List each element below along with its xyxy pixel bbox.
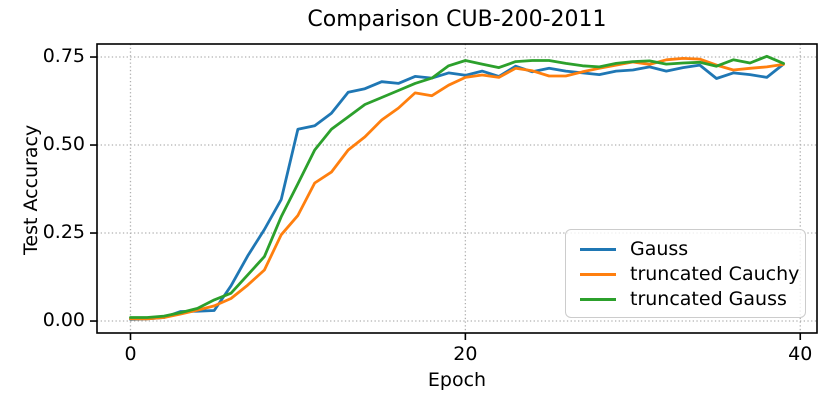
x-tick-label: 0 [124,343,137,365]
legend-label: Gauss [630,238,689,260]
y-tick-label: 0.25 [42,221,85,244]
legend-line-swatch-truncated-gauss [580,297,616,301]
legend-label: truncated Gauss [630,288,787,310]
axes-spines [96,43,818,334]
chart-title: Comparison CUB-200-2011 [307,7,607,32]
x-tick-label: 40 [788,343,813,365]
y-tick-label: 0.75 [42,45,85,68]
legend-item-truncated-gauss: truncated Gauss [580,287,805,311]
legend-item-gauss: Gauss [580,237,805,261]
y-tick-label: 0.50 [42,133,85,156]
y-tick-label: 0.00 [42,309,85,332]
legend-line-swatch-truncated-cauchy [580,272,616,276]
series-line-truncated-gauss [129,54,785,319]
x-tick-label: 20 [453,343,478,365]
x-axis-label: Epoch [427,369,487,391]
legend-line-swatch-gauss [580,247,616,251]
legend: Gauss truncated Cauchy truncated Gauss [565,229,806,318]
series-line-gauss [129,62,785,321]
series-line-truncated-cauchy [129,57,785,321]
legend-label: truncated Cauchy [630,263,800,285]
legend-item-truncated-cauchy: truncated Cauchy [580,262,805,286]
